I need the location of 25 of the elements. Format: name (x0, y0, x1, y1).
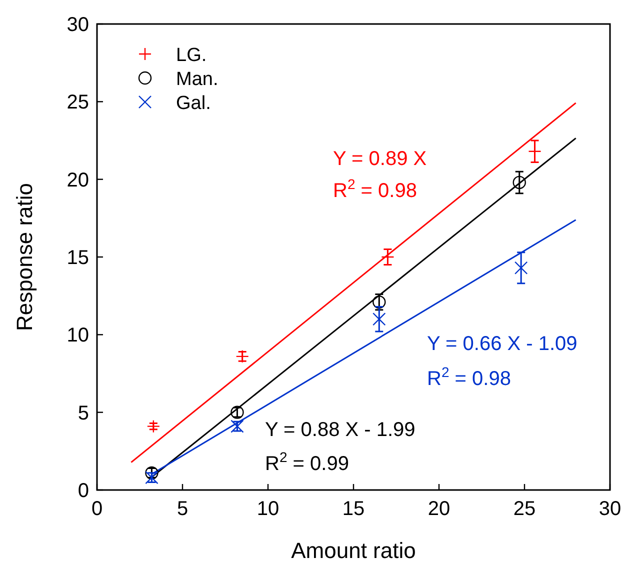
annotation: R$^{2}$ = 0.99 (265, 449, 349, 475)
annotation: Y = 0.89 X (333, 148, 427, 170)
y-tick-label: 25 (66, 92, 89, 114)
y-tick-label: 30 (66, 14, 89, 36)
annotation: R$^{2}$ = 0.98 (333, 176, 417, 202)
y-tick-label: 5 (78, 402, 89, 424)
x-axis-title: Amount ratio (291, 538, 416, 563)
legend-label: Gal. (176, 93, 211, 114)
annotation: Y = 0.66 X - 1.09 (427, 333, 578, 355)
y-tick-label: 0 (78, 480, 89, 502)
x-tick-label: 0 (91, 498, 103, 520)
annotation: R$^{2}$ = 0.98 (427, 364, 511, 390)
x-tick-label: 10 (256, 498, 280, 520)
annotation: Y = 0.88 X - 1.99 (265, 419, 416, 441)
x-tick-label: 15 (342, 498, 365, 520)
x-tick-label: 25 (513, 498, 536, 520)
x-tick-label: 30 (598, 498, 622, 520)
legend-label: LG. (176, 45, 207, 66)
y-axis-title: Response ratio (12, 183, 37, 331)
y-tick-label: 15 (66, 247, 89, 269)
legend-label: Man. (176, 69, 218, 90)
y-tick-label: 10 (66, 324, 89, 347)
x-tick-label: 5 (176, 498, 188, 520)
x-tick-label: 20 (428, 498, 450, 520)
y-tick-label: 20 (66, 169, 89, 192)
